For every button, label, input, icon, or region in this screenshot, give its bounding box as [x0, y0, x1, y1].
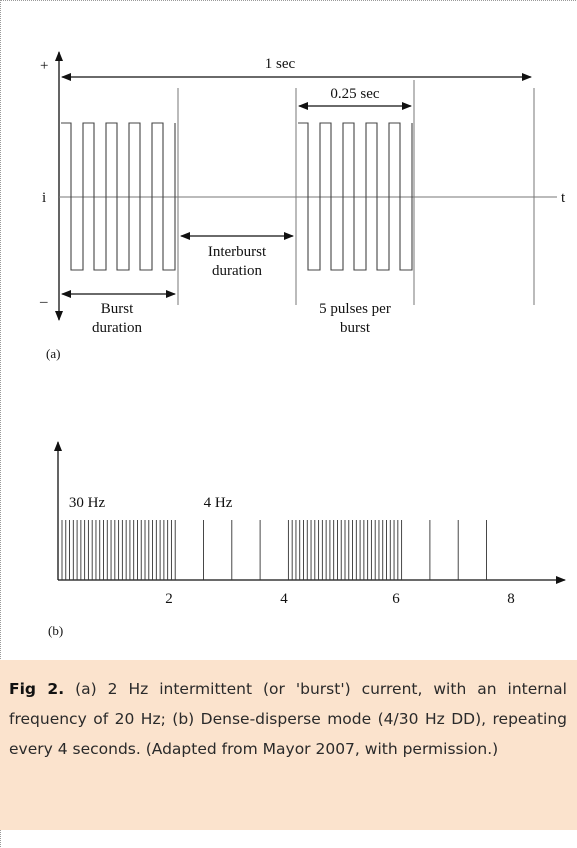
pulses-label-line2: burst: [340, 320, 371, 336]
dd-tick-label: 8: [507, 591, 515, 607]
caption-background: [0, 660, 577, 830]
interburst-label-line2: duration: [212, 263, 262, 279]
panel-a-label: (a): [46, 346, 60, 361]
label-4hz: 4 Hz: [204, 495, 233, 511]
caption-text: (a) 2 Hz intermittent (or 'burst') curre…: [9, 680, 567, 758]
plus-label: +: [40, 58, 48, 74]
figure-diagrams: + – i t 1 sec 0.25 sec Interburst durati…: [39, 51, 566, 638]
t-label: t: [561, 190, 566, 206]
burst-diagram: + – i t 1 sec 0.25 sec Interburst durati…: [39, 51, 566, 361]
burst-pulse-train-1: [61, 122, 176, 271]
burst-duration-line1: Burst: [101, 301, 134, 317]
burst-duration-line2: duration: [92, 320, 142, 336]
dense-disperse-diagram: 30 Hz 4 Hz 2 4 6 8 (b): [48, 441, 566, 638]
quarter-sec-label: 0.25 sec: [330, 86, 379, 102]
dd-tick-label: 2: [165, 591, 173, 607]
dd-tick-label: 4: [280, 591, 288, 607]
burst-pulse-train-2: [298, 122, 413, 271]
i-label: i: [42, 190, 46, 206]
interburst-label-line1: Interburst: [208, 244, 267, 260]
caption-label: Fig 2.: [9, 680, 65, 698]
label-30hz: 30 Hz: [69, 495, 106, 511]
minus-label: –: [39, 294, 48, 310]
dd-pulse-lines: [61, 520, 487, 580]
figure-caption: Fig 2. (a) 2 Hz intermittent (or 'burst'…: [9, 674, 567, 764]
pulses-label-line1: 5 pulses per: [319, 301, 391, 317]
panel-b-label: (b): [48, 623, 63, 638]
one-sec-label: 1 sec: [265, 56, 296, 72]
dd-tick-label: 6: [392, 591, 400, 607]
